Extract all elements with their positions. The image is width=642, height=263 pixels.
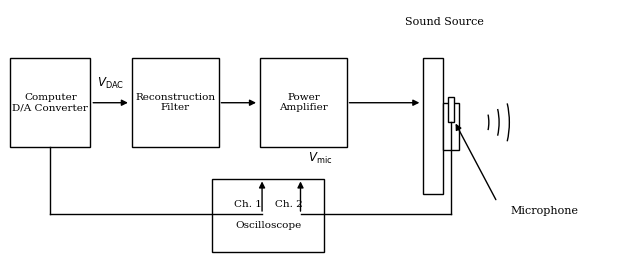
Bar [443,103,459,150]
Bar [132,58,218,147]
Text: Ch. 1    Ch. 2

Oscilloscope: Ch. 1 Ch. 2 Oscilloscope [234,200,302,230]
Bar [260,58,347,147]
Text: Computer
D/A Converter: Computer D/A Converter [12,93,89,112]
Text: Power
Amplifier: Power Amplifier [279,93,328,112]
Bar [424,58,443,194]
Bar [212,179,324,252]
Text: $V_\mathrm{DAC}$: $V_\mathrm{DAC}$ [97,76,125,91]
Text: Sound Source: Sound Source [405,17,484,27]
Text: $V_\mathrm{mic}$: $V_\mathrm{mic}$ [308,150,332,165]
Bar [448,98,455,122]
Bar [10,58,91,147]
Text: Microphone: Microphone [510,206,578,216]
Text: Reconstruction
Filter: Reconstruction Filter [135,93,215,112]
